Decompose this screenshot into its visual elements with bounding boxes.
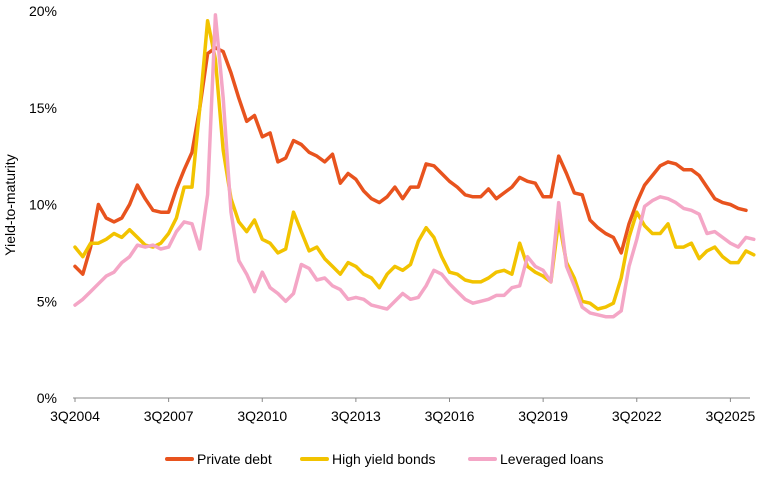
legend-label: Private debt — [197, 451, 272, 467]
x-axis-ticks: 3Q2004 3Q2007 3Q2010 3Q2013 3Q2016 3Q2019 3Q20… — [50, 398, 756, 424]
series-line-high-yield-bonds — [73, 18, 756, 311]
y-tick-label: 0% — [37, 390, 57, 406]
x-tick-label: 3Q2010 — [237, 408, 287, 424]
x-tick-label: 3Q2004 — [50, 408, 100, 424]
series-lines — [73, 13, 756, 319]
x-tick-label: 3Q2016 — [425, 408, 475, 424]
y-tick-label: 10% — [29, 197, 57, 213]
series-line-private-debt — [73, 46, 748, 276]
series-line-leveraged-loans — [73, 13, 756, 319]
legend-label: Leveraged loans — [500, 451, 604, 467]
x-tick-label: 3Q2013 — [331, 408, 381, 424]
y-axis-title: Yield-to-maturity — [2, 154, 18, 255]
y-axis-ticks: 0% 5% 10% 15% 20% — [29, 3, 57, 406]
y-tick-label: 20% — [29, 3, 57, 19]
y-tick-label: 5% — [37, 293, 57, 309]
x-tick-label: 3Q2019 — [518, 408, 568, 424]
legend: Private debt High yield bonds Leveraged lo… — [165, 451, 604, 467]
x-tick-label: 3Q2025 — [705, 408, 755, 424]
legend-label: High yield bonds — [332, 451, 436, 467]
y-tick-label: 15% — [29, 100, 57, 116]
x-tick-label: 3Q2007 — [144, 408, 194, 424]
x-tick-label: 3Q2022 — [612, 408, 662, 424]
